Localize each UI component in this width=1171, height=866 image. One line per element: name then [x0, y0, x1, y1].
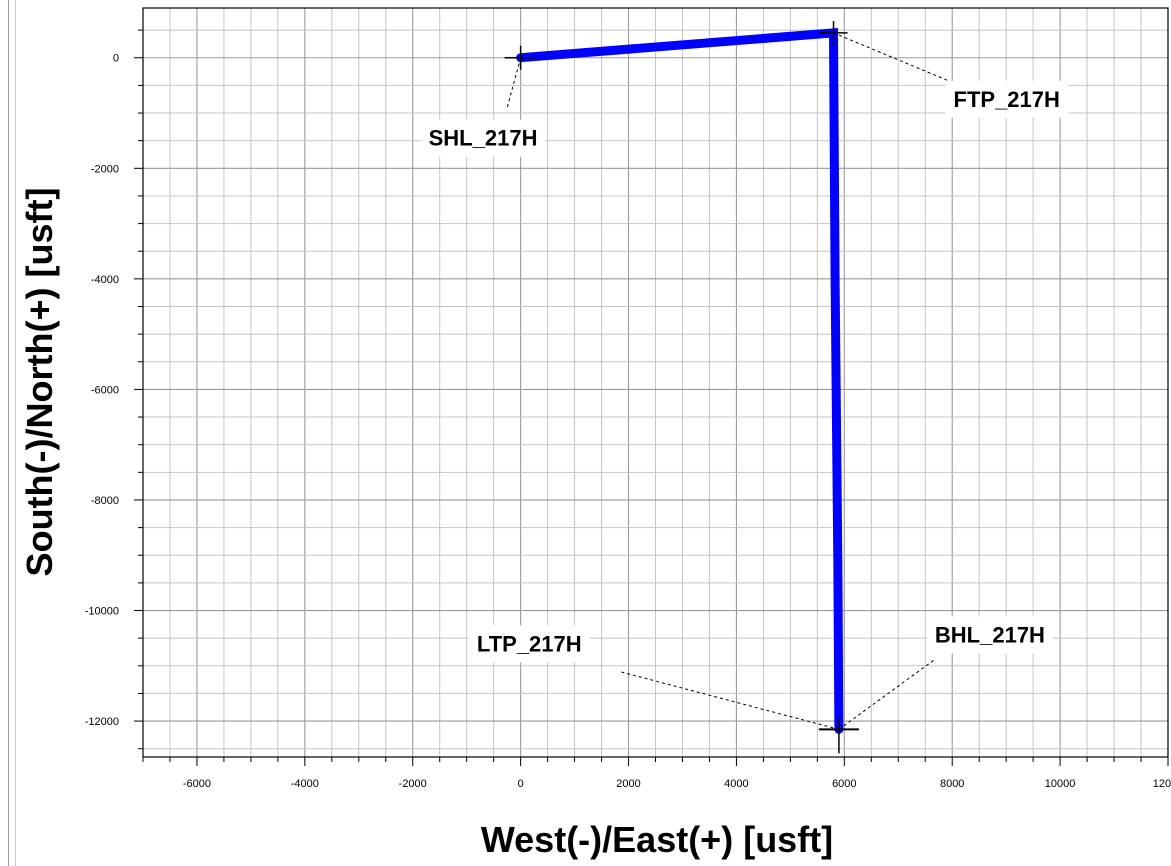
x-tick-label: 0	[518, 778, 524, 790]
annotation-leader	[833, 32, 954, 84]
annotation-label-box	[945, 80, 1068, 118]
x-tick-label: -6000	[183, 778, 211, 790]
annotation-label-box	[420, 119, 546, 157]
x-axis-title: West(-)/East(+) [usft]	[481, 819, 833, 860]
wellbore-path	[516, 28, 844, 734]
shl-217h-label: SHL_217H	[429, 126, 538, 151]
x-tick-label: 8000	[940, 778, 964, 790]
y-tick-label: -6000	[91, 384, 119, 396]
y-tick-label: -4000	[91, 274, 119, 286]
bhl-217h-label: BHL_217H	[935, 622, 1045, 647]
x-tick-label: -4000	[291, 778, 319, 790]
annotation-leader	[618, 670, 840, 730]
y-tick-label: -12000	[85, 716, 119, 728]
y-tick-label: -8000	[91, 495, 119, 507]
x-tick-label: -2000	[399, 778, 427, 790]
y-axis-title: South(-)/North(+) [usft]	[19, 188, 60, 577]
window-left-border	[0, 0, 16, 866]
axis-ticks	[134, 29, 1169, 766]
series	[516, 28, 844, 734]
annotation-leader	[838, 658, 936, 730]
x-tick-labels: -6000 -4000 -2000 0 2000 4000 6000 8000 10000 120…	[183, 778, 1171, 790]
y-tick-label: -2000	[91, 163, 119, 175]
annotation-label-box	[926, 616, 1053, 654]
x-tick-label: 12000	[1153, 778, 1171, 790]
ftp-217h-label: FTP_217H	[954, 87, 1060, 112]
well-markers	[504, 20, 859, 754]
grid	[142, 8, 1169, 757]
ltp-217h-label: LTP_217H	[477, 631, 582, 656]
y-tick-label: -10000	[85, 606, 119, 618]
x-tick-label: 6000	[832, 778, 856, 790]
y-tick-labels: 0 -2000 -4000 -6000 -8000 -10000 -12000	[85, 53, 119, 728]
y-tick-label: 0	[113, 53, 119, 65]
x-tick-label: 2000	[616, 778, 640, 790]
annotations: SHL_217H FTP_217H LTP_217H BHL_217H	[420, 80, 1068, 663]
x-tick-label: 4000	[724, 778, 748, 790]
x-tick-label: 10000	[1045, 778, 1076, 790]
annotation-label-box	[468, 625, 590, 663]
annotation-leaders	[506, 32, 954, 730]
annotation-leader	[506, 57, 522, 110]
